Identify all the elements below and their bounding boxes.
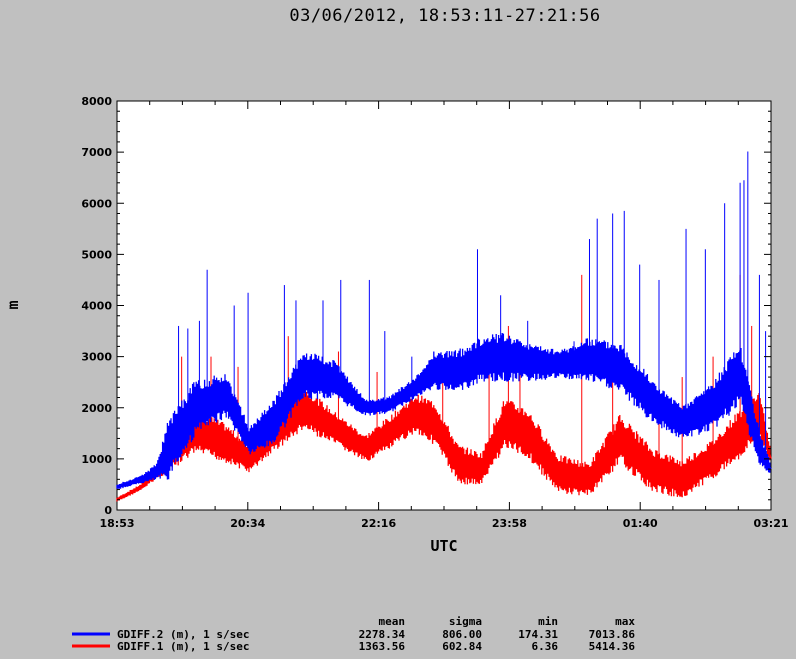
x-tick-label: 22:16: [361, 517, 396, 530]
y-tick-label: 3000: [81, 351, 112, 364]
y-axis-label: m: [4, 300, 22, 309]
x-axis-label: UTC: [430, 537, 457, 555]
x-tick-label: 03:21: [753, 517, 788, 530]
legend-stat-mean: 1363.56: [359, 640, 406, 653]
x-tick-label: 01:40: [623, 517, 658, 530]
legend-stat-min: 6.36: [532, 640, 559, 653]
y-tick-label: 8000: [81, 95, 112, 108]
y-tick-label: 1000: [81, 453, 112, 466]
series-gdiff2: [116, 151, 772, 489]
series-layer: [116, 151, 772, 502]
stats-header-sigma: sigma: [449, 615, 482, 628]
legend-stat-max: 5414.36: [589, 640, 636, 653]
stats-header-min: min: [538, 615, 558, 628]
y-tick-label: 6000: [81, 197, 112, 210]
series-line: [116, 406, 772, 501]
legend-stat-min: 174.31: [518, 628, 558, 641]
x-tick-label: 18:53: [99, 517, 134, 530]
stats-header-mean: mean: [379, 615, 406, 628]
y-tick-label: 7000: [81, 146, 112, 159]
legend-stat-sigma: 806.00: [442, 628, 482, 641]
legend-stat-max: 7013.86: [589, 628, 636, 641]
legend: mean sigma min max GDIFF.2 (m), 1 s/sec 2278.…: [72, 615, 635, 653]
legend-stat-mean: 2278.34: [359, 628, 406, 641]
stats-header-max: max: [615, 615, 635, 628]
legend-label: GDIFF.1 (m), 1 s/sec: [117, 640, 249, 653]
axis-layer: 0 1000 2000 3000 4000 5000 6000 7000 8000 18:53 20…: [81, 95, 788, 530]
legend-stat-sigma: 602.84: [442, 640, 482, 653]
y-tick-label: 5000: [81, 248, 112, 261]
x-tick-label: 23:58: [492, 517, 527, 530]
chart-title: 03/06/2012, 18:53:11-27:21:56: [289, 6, 601, 26]
y-tick-label: 4000: [81, 300, 112, 313]
legend-label: GDIFF.2 (m), 1 s/sec: [117, 628, 249, 641]
y-tick-label: 0: [104, 504, 112, 517]
x-tick-label: 20:34: [230, 517, 265, 530]
y-tick-label: 2000: [81, 402, 112, 415]
